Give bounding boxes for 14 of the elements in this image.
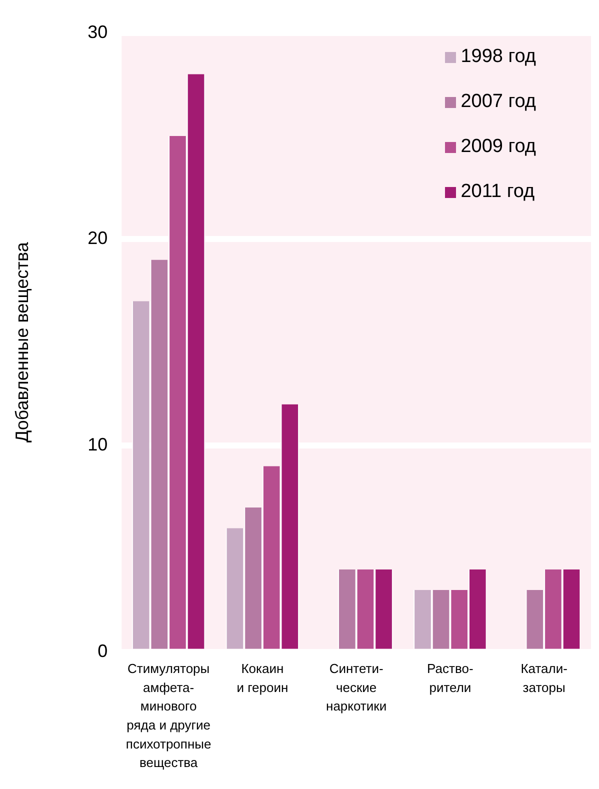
x-tick-label: Катали- заторы [520, 660, 568, 695]
x-tick-label: Кокаин и героин [236, 660, 288, 695]
y-tick-label: 0 [98, 640, 108, 661]
legend-label: 2009 год [460, 136, 536, 158]
x-tick-label: Синтети- ческие наркотики [326, 660, 387, 714]
y-tick-label: 20 [88, 228, 108, 248]
legend-label: 1998 год [460, 46, 536, 68]
legend-label: 2007 год [460, 91, 536, 113]
y-tick-label: 10 [88, 434, 108, 454]
x-tick-label: Стимуляторы амфета- минового ряда и другие психотропные вещества [126, 660, 212, 770]
legend-label: 2011 год [460, 181, 535, 203]
y-axis-title: Добавленные вещества [12, 241, 32, 443]
y-tick-label: 30 [88, 22, 108, 42]
x-tick-label: Раство- рители [427, 660, 474, 695]
